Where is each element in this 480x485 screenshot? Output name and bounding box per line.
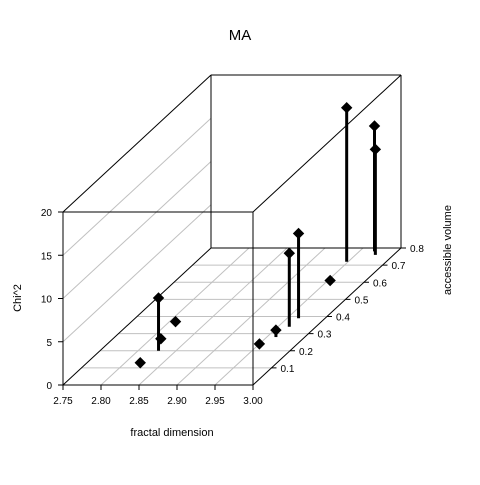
y-tick-label: 0.3	[318, 330, 332, 341]
grid-line-z	[62, 161, 212, 299]
box-edge	[252, 74, 402, 213]
x-tick-label: 2.85	[129, 396, 149, 407]
y-axis-label: accessible volume	[442, 205, 454, 295]
points	[134, 102, 382, 369]
data-point	[152, 292, 165, 304]
x-tick-label: 2.95	[205, 396, 225, 407]
y-tick-label: 0.5	[355, 295, 369, 306]
floor-grid	[62, 117, 383, 386]
z-tick-label: 0	[46, 381, 52, 392]
x-tick-label: 3.00	[243, 396, 263, 407]
data-point	[324, 274, 336, 287]
x-axis-label: fractal dimension	[130, 427, 213, 439]
z-tick-label: 10	[41, 295, 53, 306]
y-tick-label: 0.2	[299, 347, 313, 358]
x-tick-label: 2.90	[167, 396, 187, 407]
box-edge	[62, 247, 212, 386]
tick-labels: 2.75 2.80 2.85 2.90 2.95 3.00 0.1 0.2 0.3 0.4 0.5 0…	[41, 208, 424, 407]
grid-line-z	[62, 117, 212, 256]
data-point	[169, 315, 182, 328]
data-point	[253, 338, 266, 350]
data-point	[369, 143, 382, 156]
z-tick-label: 20	[41, 208, 53, 219]
x-tick-label: 2.75	[53, 396, 73, 407]
data-point	[134, 357, 146, 369]
y-tick-label: 0.4	[336, 313, 350, 324]
data-point	[368, 120, 381, 132]
chart-title: MA	[229, 27, 252, 44]
z-axis-label: Chi^2	[12, 284, 24, 312]
y-tick-label: 0.1	[281, 364, 295, 375]
x-tick-label: 2.80	[91, 396, 111, 407]
data-point	[292, 227, 305, 240]
grid-line-z	[62, 204, 212, 343]
data-point	[283, 247, 296, 259]
y-tick-label: 0.6	[373, 278, 387, 289]
z-tick-label: 15	[41, 251, 53, 262]
y-tick-label: 0.8	[410, 244, 424, 255]
z-tick-label: 5	[46, 338, 52, 349]
y-tick-label: 0.7	[392, 261, 406, 272]
box-edge	[62, 74, 212, 213]
data-point	[270, 324, 282, 336]
data-point	[155, 333, 167, 345]
data-point	[340, 102, 353, 114]
bounding-box	[62, 74, 402, 386]
